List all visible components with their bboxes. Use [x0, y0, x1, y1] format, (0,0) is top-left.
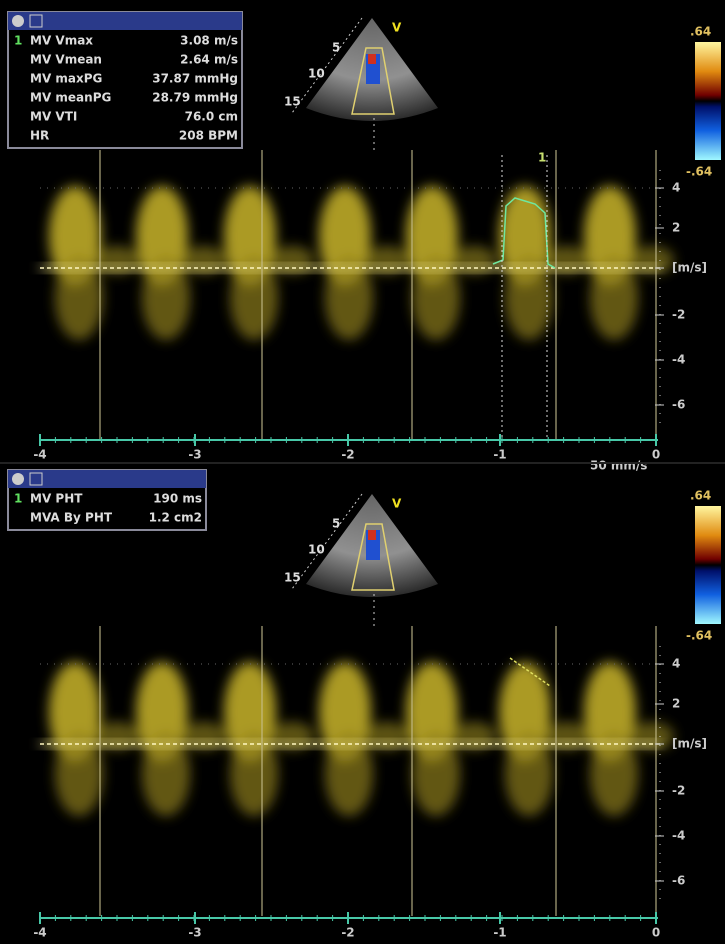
mode-label: V — [392, 497, 402, 511]
time-tick-label: -4 — [33, 926, 46, 940]
measurement-label: MV meanPG — [30, 91, 111, 105]
velocity-tick-label: [m/s] — [672, 261, 707, 275]
header-icon — [12, 473, 24, 485]
spectral-reflection — [590, 732, 638, 816]
spectral-reflection — [325, 732, 373, 816]
time-tick-label: 0 — [652, 926, 660, 940]
color-flow-red — [368, 530, 376, 540]
depth-label: 15 — [284, 95, 301, 109]
spectral-reflection — [505, 732, 553, 816]
measurement-header — [8, 470, 206, 488]
velocity-tick-label: 2 — [672, 697, 680, 711]
velocity-tick-label: -6 — [672, 398, 685, 412]
measurement-label: MV maxPG — [30, 72, 102, 86]
color-box — [351, 523, 395, 591]
color-bar-min: -.64 — [686, 629, 712, 643]
cursor-label: 1 — [538, 151, 546, 165]
measurement-value: 1.2 cm2 — [149, 511, 202, 525]
header-icon2 — [29, 472, 43, 486]
measurement-index: 1 — [14, 492, 22, 506]
panel-divider — [0, 462, 725, 464]
spectral-reflection — [412, 256, 460, 340]
spectral-reflection — [230, 732, 278, 816]
measurement-value: 208 BPM — [179, 129, 238, 143]
sweep-speed: 50 mm/s — [590, 459, 647, 473]
time-tick-label: -1 — [493, 448, 506, 462]
time-tick-label: -2 — [341, 448, 354, 462]
header-icon — [12, 15, 24, 27]
velocity-tick-label: -2 — [672, 784, 685, 798]
velocity-tick-label: [m/s] — [672, 737, 707, 751]
time-tick-label: -3 — [188, 448, 201, 462]
header-icon2 — [29, 14, 43, 28]
measurement-label: MV Vmean — [30, 53, 102, 67]
spectral-reflection — [55, 256, 103, 340]
time-tick-label: -2 — [341, 926, 354, 940]
depth-label: 5 — [332, 41, 340, 55]
color-bar-min: -.64 — [686, 165, 712, 179]
spectral-reflection — [142, 256, 190, 340]
color-bar — [695, 506, 721, 624]
time-tick-label: -4 — [33, 448, 46, 462]
time-tick-label: -1 — [493, 926, 506, 940]
depth-label: 15 — [284, 571, 301, 585]
depth-label: 10 — [308, 543, 325, 557]
spectral-reflection — [325, 256, 373, 340]
panel: 5 10 15 V .64 -.64 4 2 [m/s] -2 -4 -6 -4 -3 -2 -1 0 1 MV P… — [7, 469, 721, 940]
color-flow-red — [368, 54, 376, 64]
measurement-label: MVA By PHT — [30, 511, 113, 525]
color-bar-max: .64 — [690, 489, 711, 503]
depth-label: 10 — [308, 67, 325, 81]
velocity-tick-label: -4 — [672, 829, 685, 843]
velocity-tick-label: 2 — [672, 221, 680, 235]
velocity-tick-label: -2 — [672, 308, 685, 322]
spectral-reflection — [412, 732, 460, 816]
mode-label: V — [392, 21, 402, 35]
measurement-value: 76.0 cm — [185, 110, 238, 124]
spectral-reflection — [230, 256, 278, 340]
measurement-value: 190 ms — [153, 492, 202, 506]
pht-slope — [509, 657, 551, 687]
time-tick-label: 0 — [652, 448, 660, 462]
measurement-label: MV VTI — [30, 110, 77, 124]
depth-label: 5 — [332, 517, 340, 531]
spectral-reflection — [590, 256, 638, 340]
spectral-reflection — [505, 256, 553, 340]
measurement-value: 28.79 mmHg — [152, 91, 238, 105]
color-bar-max: .64 — [690, 25, 711, 39]
spectral-reflection — [55, 732, 103, 816]
measurement-label: HR — [30, 129, 49, 143]
time-tick-label: -3 — [188, 926, 201, 940]
measurement-label: MV Vmax — [30, 34, 93, 48]
measurement-label: MV PHT — [30, 492, 83, 506]
measurement-header — [8, 12, 242, 30]
velocity-tick-label: 4 — [672, 657, 680, 671]
color-box — [351, 47, 395, 115]
velocity-tick-label: -6 — [672, 874, 685, 888]
measurement-value: 3.08 m/s — [180, 34, 238, 48]
spectral-reflection — [142, 732, 190, 816]
velocity-tick-label: 4 — [672, 181, 680, 195]
measurement-value: 37.87 mmHg — [152, 72, 238, 86]
velocity-tick-label: -4 — [672, 353, 685, 367]
color-bar — [695, 42, 721, 160]
measurement-index: 1 — [14, 34, 22, 48]
measurement-value: 2.64 m/s — [180, 53, 238, 67]
